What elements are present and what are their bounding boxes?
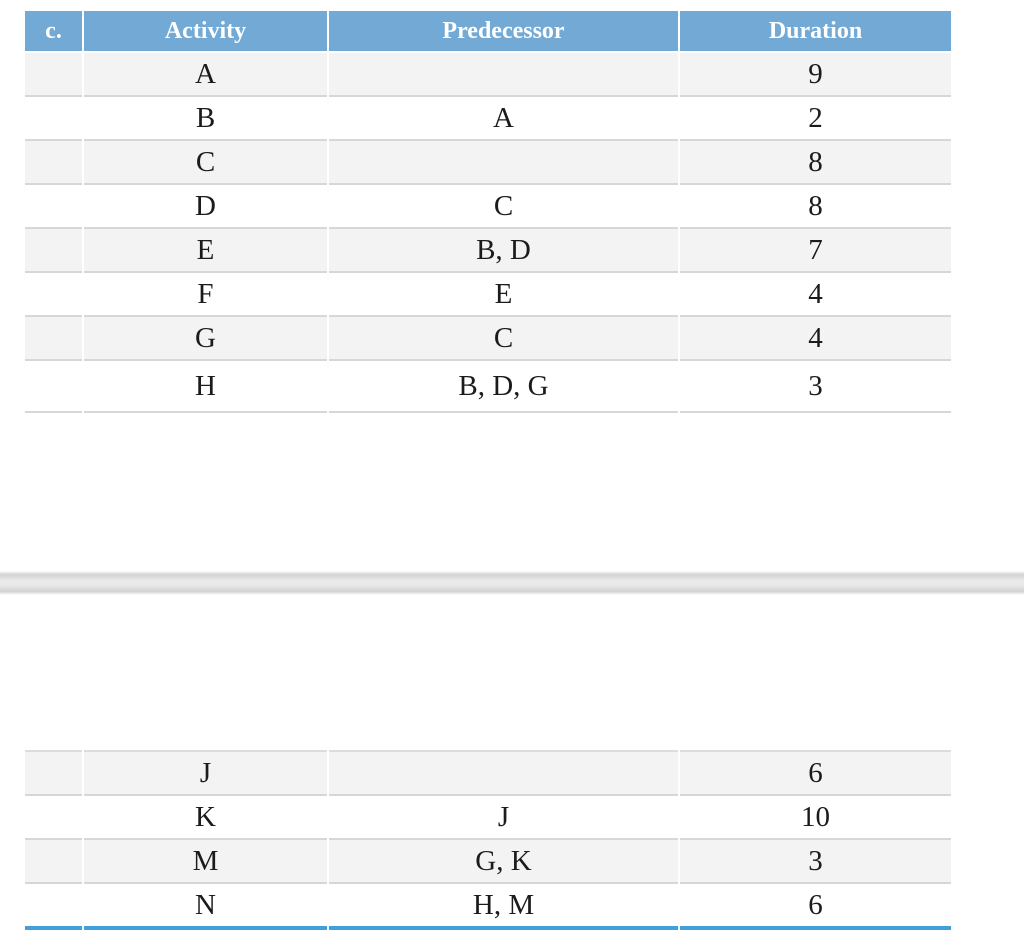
duration-cell: 6 bbox=[680, 884, 951, 930]
table-row: B A 2 bbox=[25, 97, 951, 141]
predecessor-cell: C bbox=[329, 185, 678, 229]
duration-cell: 2 bbox=[680, 97, 951, 141]
predecessor-cell: G, K bbox=[329, 840, 678, 884]
duration-cell: 3 bbox=[680, 361, 951, 413]
row-index-cell bbox=[25, 53, 82, 97]
header-predecessor: Predecessor bbox=[329, 11, 678, 53]
table-row: G C 4 bbox=[25, 317, 951, 361]
row-index-cell bbox=[25, 229, 82, 273]
table-row: K J 10 bbox=[25, 796, 951, 840]
duration-cell: 10 bbox=[680, 796, 951, 840]
predecessor-cell bbox=[329, 750, 678, 796]
table-row: A 9 bbox=[25, 53, 951, 97]
activity-table-part2: J 6 K J 10 M G, K 3 N H, M 6 bbox=[23, 750, 953, 930]
activity-cell: M bbox=[84, 840, 327, 884]
row-index-cell bbox=[25, 884, 82, 930]
activity-cell: N bbox=[84, 884, 327, 930]
row-index-cell bbox=[25, 273, 82, 317]
predecessor-cell bbox=[329, 141, 678, 185]
row-index-cell bbox=[25, 840, 82, 884]
predecessor-cell: B, D bbox=[329, 229, 678, 273]
predecessor-cell bbox=[329, 53, 678, 97]
duration-cell: 3 bbox=[680, 840, 951, 884]
row-index-cell bbox=[25, 97, 82, 141]
page-break-divider bbox=[0, 571, 1024, 595]
row-index-cell bbox=[25, 361, 82, 413]
activity-cell: A bbox=[84, 53, 327, 97]
predecessor-cell: C bbox=[329, 317, 678, 361]
activity-cell: B bbox=[84, 97, 327, 141]
duration-cell: 9 bbox=[680, 53, 951, 97]
table-row: J 6 bbox=[25, 750, 951, 796]
activity-table-part1: c. Activity Predecessor Duration A 9 B A… bbox=[23, 11, 953, 413]
duration-cell: 8 bbox=[680, 185, 951, 229]
duration-cell: 6 bbox=[680, 750, 951, 796]
table-row: M G, K 3 bbox=[25, 840, 951, 884]
header-activity: Activity bbox=[84, 11, 327, 53]
predecessor-cell: J bbox=[329, 796, 678, 840]
predecessor-cell: B, D, G bbox=[329, 361, 678, 413]
duration-cell: 4 bbox=[680, 273, 951, 317]
row-index-cell bbox=[25, 750, 82, 796]
predecessor-cell: A bbox=[329, 97, 678, 141]
predecessor-cell: E bbox=[329, 273, 678, 317]
row-index-cell bbox=[25, 317, 82, 361]
table-row: F E 4 bbox=[25, 273, 951, 317]
table-row: H B, D, G 3 bbox=[25, 361, 951, 413]
activity-cell: H bbox=[84, 361, 327, 413]
activity-cell: F bbox=[84, 273, 327, 317]
duration-cell: 7 bbox=[680, 229, 951, 273]
activity-cell: K bbox=[84, 796, 327, 840]
header-duration: Duration bbox=[680, 11, 951, 53]
table-row: E B, D 7 bbox=[25, 229, 951, 273]
predecessor-cell: H, M bbox=[329, 884, 678, 930]
duration-cell: 8 bbox=[680, 141, 951, 185]
table-row: N H, M 6 bbox=[25, 884, 951, 930]
activity-cell: G bbox=[84, 317, 327, 361]
activity-cell: D bbox=[84, 185, 327, 229]
row-index-cell bbox=[25, 141, 82, 185]
activity-cell: C bbox=[84, 141, 327, 185]
duration-cell: 4 bbox=[680, 317, 951, 361]
header-corner-label: c. bbox=[25, 11, 82, 53]
table-row: D C 8 bbox=[25, 185, 951, 229]
row-index-cell bbox=[25, 796, 82, 840]
table-row: C 8 bbox=[25, 141, 951, 185]
activity-cell: J bbox=[84, 750, 327, 796]
activity-cell: E bbox=[84, 229, 327, 273]
table-header-row: c. Activity Predecessor Duration bbox=[25, 11, 951, 53]
row-index-cell bbox=[25, 185, 82, 229]
